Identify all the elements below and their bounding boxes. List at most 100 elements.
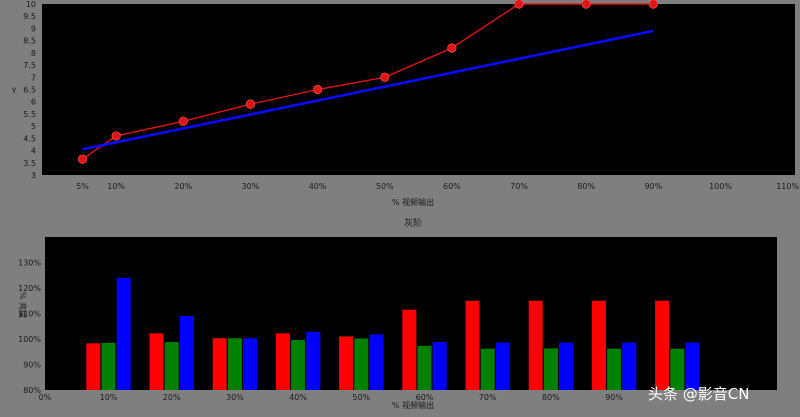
grayscale-bar	[622, 342, 637, 390]
gamma-y-tick-label: 6.5	[23, 86, 36, 95]
grayscale-bar	[149, 333, 164, 390]
gamma-y-tick-label: 4.5	[23, 134, 36, 143]
gamma-point	[313, 84, 323, 95]
grayscale-bar	[306, 331, 321, 390]
grayscale-bar	[670, 348, 685, 390]
grayscale-y-tick-label: 130%	[18, 259, 41, 268]
grayscale-x-tick-label: 10%	[100, 393, 118, 402]
gamma-point	[380, 72, 390, 82]
grayscale-bar	[559, 342, 574, 390]
grayscale-bar	[495, 342, 510, 390]
gamma-y-tick-label: 7.5	[23, 61, 36, 70]
gamma-x-axis-label: % 视频输出	[392, 197, 434, 207]
gamma-red-line	[82, 3, 654, 160]
grayscale-x-tick-label: 20%	[163, 393, 181, 402]
grayscale-x-tick-label: 90%	[605, 393, 623, 402]
gamma-x-tick-label: 70%	[510, 182, 528, 191]
gamma-y-ticks: 3 3.5 4 4.5 5 5.5 6 6.5 7 7.5 8 8.5 9 9.5 10	[23, 0, 36, 180]
grayscale-bar	[101, 342, 116, 390]
watermark-text: 头条 @影音CN	[648, 385, 749, 403]
grayscale-bar	[655, 300, 670, 390]
gamma-series	[77, 0, 658, 164]
grayscale-bar	[417, 345, 432, 390]
gamma-chart: γ 3 3.5 4 4.5 5 5.5 6 6.5 7 7.5 8 8.5 9 9.5 10 5% 10% 20…	[12, 0, 799, 207]
gamma-y-tick-label: 5	[31, 122, 36, 131]
gamma-point	[77, 154, 88, 164]
gamma-point	[581, 0, 591, 9]
gamma-point	[111, 131, 121, 141]
grayscale-x-tick-label: 60%	[416, 393, 434, 402]
gamma-y-tick-label: 5.5	[23, 110, 36, 119]
gamma-point	[447, 43, 457, 53]
gamma-x-tick-label: 5%	[76, 182, 89, 191]
gamma-y-tick-label: 9	[31, 24, 36, 33]
gamma-x-tick-label: 30%	[242, 182, 260, 191]
grayscale-bar	[275, 333, 290, 390]
grayscale-x-tick-label: 0%	[39, 393, 52, 402]
grayscale-x-tick-label: 50%	[352, 393, 370, 402]
grayscale-chart: 灰阶 % 亮度 80% 90% 100% 110% 120% 130% 0% 10% 20% 3…	[18, 217, 777, 410]
gamma-y-tick-label: 4	[31, 147, 36, 156]
gamma-x-ticks: 5% 10% 20% 30% 40% 50% 60% 70% 80% 90% 100% 110%	[76, 182, 799, 191]
grayscale-bar	[164, 342, 179, 390]
grayscale-bar	[354, 338, 369, 390]
grayscale-y-axis-label: % 亮度	[18, 292, 28, 318]
gamma-point	[245, 99, 256, 109]
gamma-y-tick-label: 9.5	[23, 12, 36, 21]
gamma-y-tick-label: 10	[26, 0, 36, 9]
grayscale-x-axis-label: % 视频输出	[392, 400, 434, 410]
gamma-x-tick-label: 100%	[709, 182, 732, 191]
grayscale-bar	[227, 338, 242, 390]
gamma-x-tick-label: 80%	[577, 182, 595, 191]
grayscale-bar	[291, 340, 306, 390]
grayscale-x-ticks: 0% 10% 20% 30% 40% 50% 60% 70% 80% 90%	[39, 393, 624, 402]
grayscale-bar	[465, 300, 480, 390]
grayscale-y-tick-label: 100%	[18, 335, 41, 344]
grayscale-bar	[480, 348, 495, 390]
gamma-y-axis-label: γ	[12, 85, 17, 94]
grayscale-bar	[369, 334, 384, 390]
grayscale-bar	[212, 338, 227, 390]
grayscale-bar	[543, 348, 558, 390]
gamma-point	[514, 0, 524, 9]
gamma-x-tick-label: 60%	[443, 182, 461, 191]
gamma-plot-area	[42, 4, 795, 175]
gamma-x-tick-label: 50%	[376, 182, 394, 191]
grayscale-bar	[116, 277, 131, 390]
grayscale-y-tick-label: 120%	[18, 284, 41, 293]
grayscale-bar	[179, 316, 194, 390]
grayscale-bars	[86, 277, 700, 390]
gamma-y-tick-label: 7	[31, 73, 36, 82]
grayscale-x-tick-label: 70%	[479, 393, 497, 402]
grayscale-y-tick-label: 90%	[23, 361, 41, 370]
gamma-x-tick-label: 110%	[776, 182, 799, 191]
grayscale-bar	[607, 348, 622, 390]
gamma-point	[648, 0, 658, 9]
gamma-blue-line	[82, 29, 654, 151]
gamma-y-tick-label: 6	[31, 98, 36, 107]
grayscale-y-ticks: 80% 90% 100% 110% 120% 130%	[18, 259, 41, 396]
grayscale-bar	[432, 342, 447, 390]
gamma-y-tick-label: 8	[31, 49, 36, 58]
grayscale-y-tick-label: 110%	[18, 310, 41, 319]
gamma-y-tick-label: 3.5	[23, 159, 36, 168]
gamma-x-tick-label: 10%	[107, 182, 125, 191]
gamma-x-tick-label: 20%	[174, 182, 192, 191]
gamma-x-tick-label: 40%	[309, 182, 327, 191]
grayscale-bar	[339, 336, 354, 390]
grayscale-bar	[591, 300, 606, 390]
grayscale-bar	[685, 342, 700, 390]
grayscale-chart-title: 灰阶	[404, 217, 422, 229]
grayscale-bar	[402, 309, 417, 390]
grayscale-bar	[528, 300, 543, 390]
gamma-x-tick-label: 90%	[644, 182, 662, 191]
gamma-y-tick-label: 8.5	[23, 37, 36, 46]
grayscale-x-tick-label: 30%	[226, 393, 244, 402]
grayscale-bar	[243, 338, 258, 390]
gamma-point	[178, 116, 188, 126]
grayscale-x-tick-label: 40%	[289, 393, 307, 402]
grayscale-bar	[86, 343, 101, 390]
gamma-y-tick-label: 3	[31, 171, 36, 180]
grayscale-y-tick-label: 80%	[23, 386, 41, 395]
